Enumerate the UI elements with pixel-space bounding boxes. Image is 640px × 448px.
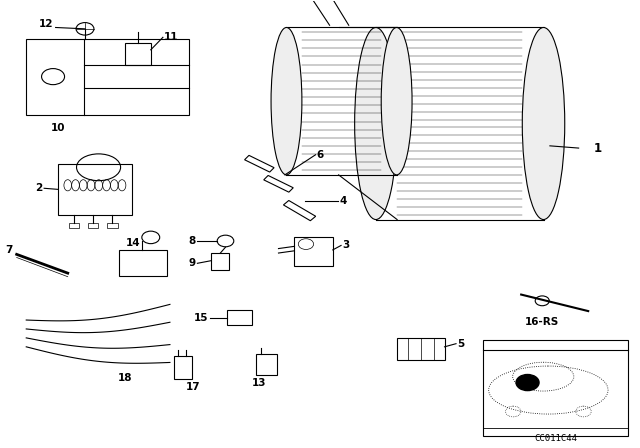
Text: 9: 9: [188, 258, 195, 268]
Circle shape: [535, 296, 549, 306]
Text: 12: 12: [38, 19, 53, 29]
Bar: [69, 223, 79, 228]
Text: 14: 14: [126, 238, 141, 248]
Ellipse shape: [355, 27, 397, 220]
Bar: [119, 250, 167, 276]
Text: 13: 13: [252, 378, 267, 388]
Text: 5: 5: [458, 339, 465, 349]
Text: 15: 15: [194, 313, 208, 323]
Bar: [108, 223, 118, 228]
Text: 17: 17: [186, 382, 201, 392]
Text: 1: 1: [594, 142, 602, 155]
Bar: [294, 237, 333, 267]
Bar: [174, 356, 192, 379]
Text: CC011C44: CC011C44: [534, 434, 577, 443]
Bar: [125, 43, 151, 65]
Text: 4: 4: [339, 196, 346, 206]
Ellipse shape: [522, 27, 564, 220]
Bar: [483, 340, 628, 436]
Text: 11: 11: [164, 32, 178, 42]
Bar: [227, 310, 252, 325]
Text: 18: 18: [118, 373, 132, 383]
Ellipse shape: [271, 27, 302, 175]
Bar: [256, 353, 276, 375]
Bar: [211, 253, 229, 270]
Text: 6: 6: [317, 150, 324, 160]
Bar: [58, 164, 132, 215]
Text: 7: 7: [5, 245, 12, 255]
Text: 3: 3: [342, 241, 349, 250]
Bar: [397, 338, 445, 360]
Ellipse shape: [381, 27, 412, 175]
Bar: [88, 223, 99, 228]
Text: 8: 8: [188, 236, 195, 246]
Text: 10: 10: [51, 123, 65, 133]
Text: 2: 2: [35, 183, 42, 193]
Circle shape: [516, 375, 539, 391]
Bar: [26, 39, 189, 115]
Text: 16-RS: 16-RS: [525, 317, 559, 327]
